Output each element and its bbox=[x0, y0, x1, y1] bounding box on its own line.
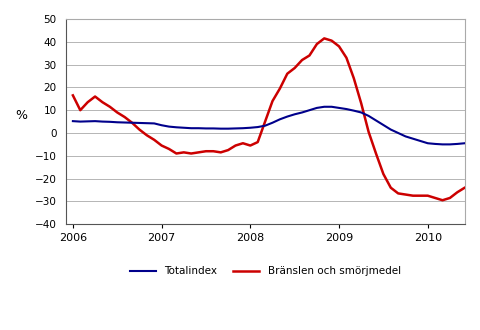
Legend: Totalindex, Bränslen och smörjmedel: Totalindex, Bränslen och smörjmedel bbox=[126, 262, 405, 280]
Y-axis label: %: % bbox=[15, 109, 27, 121]
